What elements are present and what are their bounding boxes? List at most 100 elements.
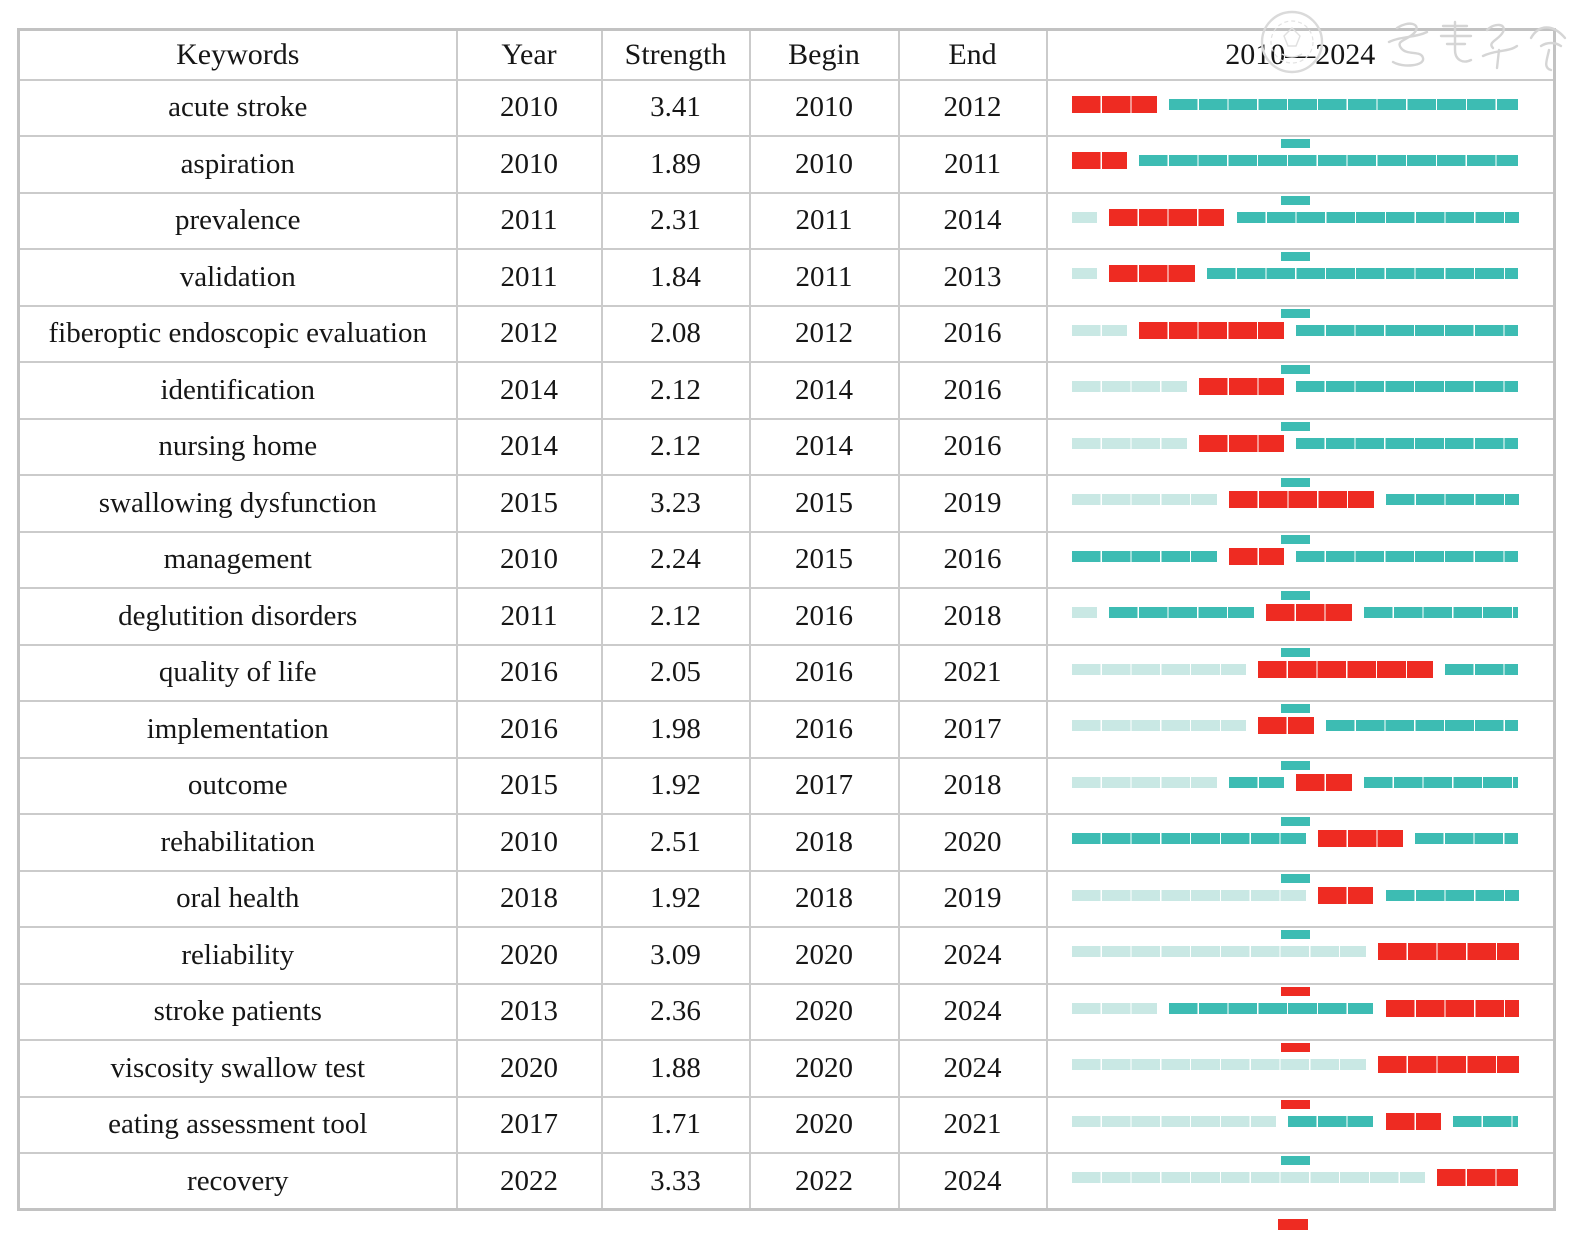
- keyword-cell: identification: [17, 361, 458, 420]
- burst-bar: [1071, 985, 1519, 1038]
- active-segment: [1296, 324, 1519, 336]
- strength-cell: 1.89: [600, 135, 751, 194]
- pre-appearance-segment: [1071, 494, 1217, 505]
- keyword-cell: deglutition disorders: [17, 587, 458, 646]
- timeline-cell: [1045, 1152, 1556, 1211]
- strength-cell: 1.84: [600, 248, 751, 307]
- burst-bar: [1071, 364, 1519, 417]
- end-cell: 2024: [897, 926, 1048, 985]
- begin-cell: 2020: [748, 1039, 900, 1098]
- strength-cell: 1.88: [600, 1039, 751, 1098]
- col-header-end: End: [897, 28, 1048, 81]
- end-cell: 2019: [897, 869, 1048, 928]
- timeline-cell: [1045, 530, 1556, 589]
- burst-segment: [1258, 717, 1314, 734]
- end-cell: 2017: [897, 700, 1048, 759]
- table-row: oral health 2018 1.92 2018 2019: [17, 869, 1556, 928]
- begin-cell: 2016: [748, 587, 900, 646]
- burst-bar: [1071, 138, 1519, 191]
- pre-appearance-segment: [1071, 1115, 1277, 1127]
- active-segment: [1168, 1002, 1374, 1014]
- burst-segment: [1385, 1112, 1442, 1130]
- pre-appearance-segment: [1071, 268, 1098, 279]
- year-cell: 2010: [455, 78, 603, 137]
- active-segment: [1453, 1115, 1519, 1127]
- active-segment: [1296, 550, 1519, 562]
- table-row: eating assessment tool 2017 1.71 2020 2021: [17, 1095, 1556, 1154]
- active-segment: [1296, 437, 1519, 449]
- end-cell: 2018: [897, 587, 1048, 646]
- burst-bar: [1071, 194, 1519, 247]
- keyword-cell: quality of life: [17, 643, 458, 702]
- end-cell: 2018: [897, 756, 1048, 815]
- timeline-cell: [1045, 926, 1556, 985]
- strength-cell: 2.08: [600, 304, 751, 363]
- begin-cell: 2017: [748, 756, 900, 815]
- table-row: recovery 2022 3.33 2022 2024: [17, 1152, 1556, 1211]
- begin-cell: 2010: [748, 78, 900, 137]
- strength-cell: 1.92: [600, 756, 751, 815]
- strength-cell: 2.24: [600, 530, 751, 589]
- table-row: deglutition disorders 2011 2.12 2016 2018: [17, 587, 1556, 646]
- burst-segment: [1377, 943, 1519, 960]
- burst-bar: [1071, 1155, 1519, 1208]
- year-cell: 2016: [455, 700, 603, 759]
- year-2017-tick: [1280, 534, 1310, 544]
- year-2017-tick: [1280, 308, 1310, 318]
- timeline-cell: [1045, 78, 1556, 137]
- end-cell: 2024: [897, 982, 1048, 1041]
- pre-appearance-segment: [1071, 1059, 1366, 1070]
- year-cell: 2020: [455, 1039, 603, 1098]
- table-row: validation 2011 1.84 2011 2013: [17, 248, 1556, 307]
- begin-cell: 2018: [748, 813, 900, 872]
- burst-bar: [1071, 533, 1519, 586]
- keyword-cell: stroke patients: [17, 982, 458, 1041]
- timeline-cell: [1045, 1039, 1556, 1098]
- begin-cell: 2014: [748, 361, 900, 420]
- strength-cell: 2.12: [600, 417, 751, 476]
- burst-bar: [1071, 703, 1519, 756]
- table-row: acute stroke 2010 3.41 2010 2012: [17, 78, 1556, 137]
- table-row: nursing home 2014 2.12 2014 2016: [17, 417, 1556, 476]
- pre-appearance-segment: [1071, 946, 1366, 957]
- header-row: Keywords Year Strength Begin End 2010—20…: [17, 28, 1556, 81]
- year-2017-tick: [1280, 195, 1310, 205]
- strength-cell: 1.71: [600, 1095, 751, 1154]
- year-cell: 2011: [455, 587, 603, 646]
- active-segment: [1445, 663, 1519, 675]
- burst-table: Keywords Year Strength Begin End 2010—20…: [17, 28, 1556, 1211]
- table-row: rehabilitation 2010 2.51 2018 2020: [17, 813, 1556, 872]
- timeline-cell: [1045, 361, 1556, 420]
- end-cell: 2016: [897, 417, 1048, 476]
- table-row: viscosity swallow test 2020 1.88 2020 2024: [17, 1039, 1556, 1098]
- keyword-cell: oral health: [17, 869, 458, 928]
- year-cell: 2015: [455, 474, 603, 533]
- keyword-cell: fiberoptic endoscopic evaluation: [17, 304, 458, 363]
- year-2017-tick: [1280, 139, 1310, 148]
- active-segment: [1109, 607, 1255, 618]
- table-row: quality of life 2016 2.05 2016 2021: [17, 643, 1556, 702]
- end-cell: 2021: [897, 1095, 1048, 1154]
- end-cell: 2019: [897, 474, 1048, 533]
- keyword-cell: implementation: [17, 700, 458, 759]
- end-cell: 2024: [897, 1152, 1048, 1211]
- timeline-cell: [1045, 1095, 1556, 1154]
- burst-segment: [1198, 434, 1285, 452]
- strength-cell: 3.09: [600, 926, 751, 985]
- year-2017-tick: [1280, 252, 1310, 261]
- active-segment: [1288, 1115, 1374, 1127]
- year-cell: 2014: [455, 417, 603, 476]
- table-body: acute stroke 2010 3.41 2010 2012 aspiration 20…: [17, 78, 1556, 1211]
- strength-cell: 3.41: [600, 78, 751, 137]
- begin-cell: 2016: [748, 700, 900, 759]
- year-cell: 2020: [455, 926, 603, 985]
- burst-segment: [1109, 208, 1225, 226]
- below-table-red-tick: [1278, 1219, 1308, 1230]
- active-segment: [1071, 833, 1306, 844]
- end-cell: 2014: [897, 191, 1048, 250]
- keyword-cell: reliability: [17, 926, 458, 985]
- keyword-cell: eating assessment tool: [17, 1095, 458, 1154]
- table-row: fiberoptic endoscopic evaluation 2012 2.08…: [17, 304, 1556, 363]
- end-cell: 2016: [897, 361, 1048, 420]
- burst-segment: [1109, 265, 1195, 282]
